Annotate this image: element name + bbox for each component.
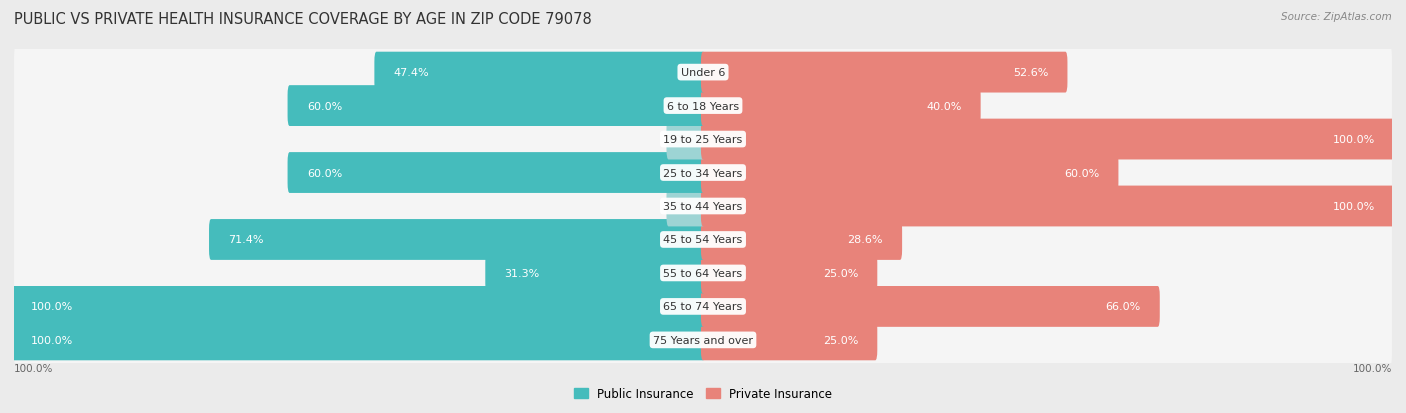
Text: 100.0%: 100.0% — [1333, 135, 1375, 145]
Text: 25.0%: 25.0% — [823, 335, 858, 345]
Text: 55 to 64 Years: 55 to 64 Years — [664, 268, 742, 278]
FancyBboxPatch shape — [485, 253, 704, 294]
Text: 66.0%: 66.0% — [1105, 301, 1140, 312]
FancyBboxPatch shape — [666, 186, 704, 227]
Text: 31.3%: 31.3% — [505, 268, 540, 278]
Text: 100.0%: 100.0% — [31, 301, 73, 312]
FancyBboxPatch shape — [14, 277, 1392, 337]
FancyBboxPatch shape — [702, 86, 980, 127]
FancyBboxPatch shape — [14, 310, 1392, 370]
Text: 28.6%: 28.6% — [848, 235, 883, 245]
FancyBboxPatch shape — [702, 320, 877, 361]
FancyBboxPatch shape — [702, 119, 1393, 160]
Text: 25.0%: 25.0% — [823, 268, 858, 278]
FancyBboxPatch shape — [14, 110, 1392, 169]
FancyBboxPatch shape — [13, 286, 704, 327]
Text: 100.0%: 100.0% — [1333, 202, 1375, 211]
Text: 0.0%: 0.0% — [665, 202, 693, 211]
Text: Source: ZipAtlas.com: Source: ZipAtlas.com — [1281, 12, 1392, 22]
FancyBboxPatch shape — [702, 52, 1067, 93]
FancyBboxPatch shape — [13, 320, 704, 361]
Text: 71.4%: 71.4% — [228, 235, 264, 245]
Text: 35 to 44 Years: 35 to 44 Years — [664, 202, 742, 211]
Text: 100.0%: 100.0% — [1353, 363, 1392, 373]
Text: 47.4%: 47.4% — [394, 68, 429, 78]
Legend: Public Insurance, Private Insurance: Public Insurance, Private Insurance — [569, 382, 837, 405]
Text: 60.0%: 60.0% — [1064, 168, 1099, 178]
Text: Under 6: Under 6 — [681, 68, 725, 78]
Text: 100.0%: 100.0% — [14, 363, 53, 373]
Text: 45 to 54 Years: 45 to 54 Years — [664, 235, 742, 245]
Text: 6 to 18 Years: 6 to 18 Years — [666, 101, 740, 112]
Text: 65 to 74 Years: 65 to 74 Years — [664, 301, 742, 312]
FancyBboxPatch shape — [702, 220, 903, 260]
Text: 100.0%: 100.0% — [31, 335, 73, 345]
Text: 40.0%: 40.0% — [927, 101, 962, 112]
FancyBboxPatch shape — [666, 119, 704, 160]
FancyBboxPatch shape — [288, 153, 704, 193]
Text: 52.6%: 52.6% — [1012, 68, 1047, 78]
FancyBboxPatch shape — [702, 186, 1393, 227]
Text: 75 Years and over: 75 Years and over — [652, 335, 754, 345]
Text: 60.0%: 60.0% — [307, 101, 342, 112]
Text: 60.0%: 60.0% — [307, 168, 342, 178]
FancyBboxPatch shape — [14, 177, 1392, 236]
FancyBboxPatch shape — [374, 52, 704, 93]
Text: 0.0%: 0.0% — [665, 135, 693, 145]
FancyBboxPatch shape — [209, 220, 704, 260]
FancyBboxPatch shape — [288, 86, 704, 127]
FancyBboxPatch shape — [702, 153, 1118, 193]
FancyBboxPatch shape — [702, 286, 1160, 327]
Text: 25 to 34 Years: 25 to 34 Years — [664, 168, 742, 178]
FancyBboxPatch shape — [14, 43, 1392, 103]
FancyBboxPatch shape — [14, 210, 1392, 270]
FancyBboxPatch shape — [14, 76, 1392, 136]
FancyBboxPatch shape — [14, 143, 1392, 203]
FancyBboxPatch shape — [702, 253, 877, 294]
Text: 19 to 25 Years: 19 to 25 Years — [664, 135, 742, 145]
FancyBboxPatch shape — [14, 244, 1392, 303]
Text: PUBLIC VS PRIVATE HEALTH INSURANCE COVERAGE BY AGE IN ZIP CODE 79078: PUBLIC VS PRIVATE HEALTH INSURANCE COVER… — [14, 12, 592, 27]
